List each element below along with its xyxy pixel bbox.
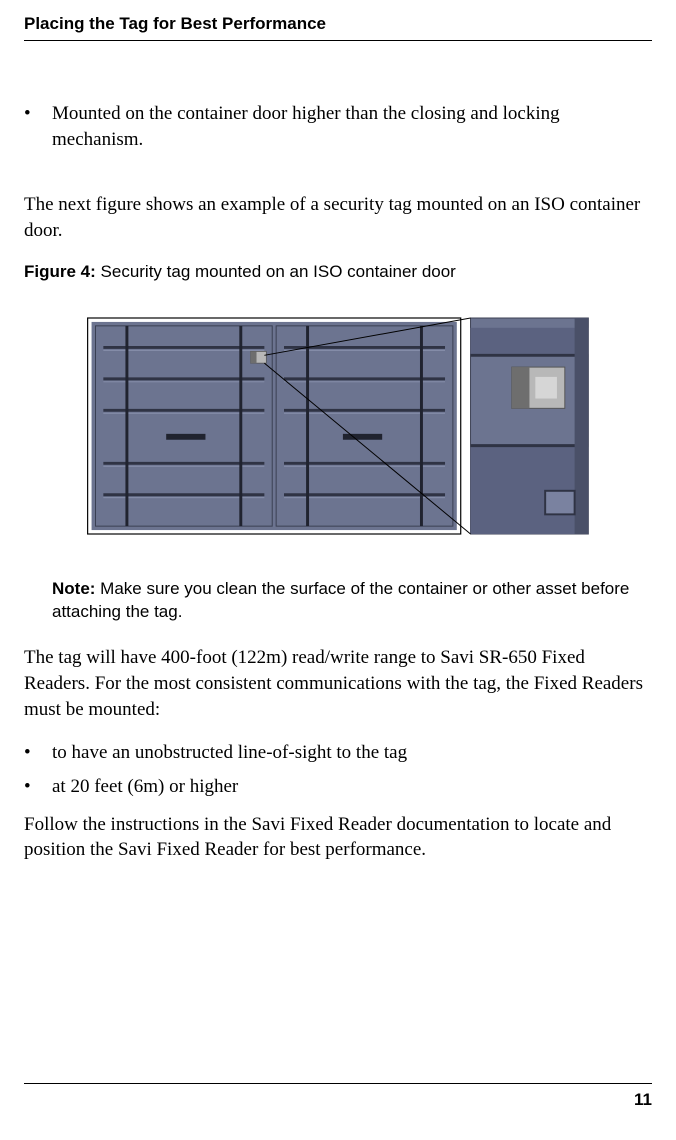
bullet-text: to have an unobstructed line-of-sight to… xyxy=(52,740,652,766)
bullet-text: at 20 feet (6m) or higher xyxy=(52,774,652,800)
note-body: Make sure you clean the surface of the c… xyxy=(52,579,629,621)
bottom-bullet-list: • to have an unobstructed line-of-sight … xyxy=(24,740,652,799)
figure-number: Figure 4: xyxy=(24,262,96,281)
closing-paragraph: Follow the instructions in the Savi Fixe… xyxy=(24,812,652,863)
list-item: • Mounted on the container door higher t… xyxy=(24,101,652,152)
container-diagram xyxy=(68,296,608,556)
figure-title: Security tag mounted on an ISO container… xyxy=(96,262,456,281)
page-number: 11 xyxy=(634,1090,652,1110)
list-item: • at 20 feet (6m) or higher xyxy=(24,774,652,800)
top-bullet-list: • Mounted on the container door higher t… xyxy=(24,101,652,152)
header-title: Placing the Tag for Best Performance xyxy=(24,14,652,34)
range-paragraph: The tag will have 400-foot (122m) read/w… xyxy=(24,645,652,722)
note-text: Note: Make sure you clean the surface of… xyxy=(52,578,652,624)
bullet-text: Mounted on the container door higher tha… xyxy=(52,101,652,152)
note-block: Note: Make sure you clean the surface of… xyxy=(24,578,652,624)
footer-rule xyxy=(24,1083,652,1084)
bullet-marker: • xyxy=(24,740,52,766)
page-content: • Mounted on the container door higher t… xyxy=(24,41,652,863)
bullet-marker: • xyxy=(24,101,52,152)
bullet-marker: • xyxy=(24,774,52,800)
page-header: Placing the Tag for Best Performance xyxy=(24,0,652,41)
figure-caption: Figure 4: Security tag mounted on an ISO… xyxy=(24,262,652,282)
figure-container xyxy=(24,296,652,556)
list-item: • to have an unobstructed line-of-sight … xyxy=(24,740,652,766)
intro-paragraph: The next figure shows an example of a se… xyxy=(24,192,652,243)
note-label: Note: xyxy=(52,579,95,598)
